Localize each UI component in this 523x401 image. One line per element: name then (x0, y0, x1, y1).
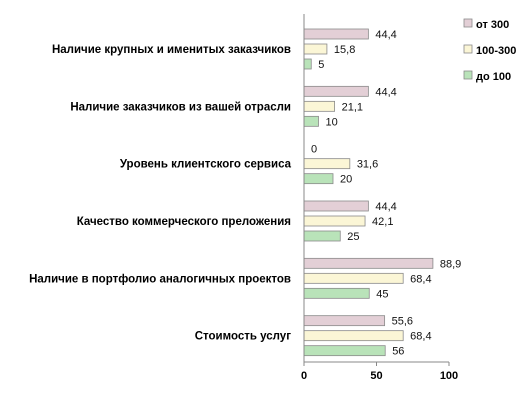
data-label: 44,4 (375, 201, 396, 213)
data-label: 44,4 (375, 86, 396, 98)
bar (303, 230, 341, 242)
bar (303, 215, 366, 227)
axis-layer: 0 50 100 (301, 14, 458, 382)
bar (303, 158, 351, 170)
category-label: Наличие крупных и именитых заказчиков (52, 44, 291, 56)
data-label: 0 (311, 144, 317, 156)
category-label: Качество коммерческого преложения (77, 216, 291, 228)
bar (303, 115, 319, 127)
legend-label: 100-300 (476, 45, 516, 57)
data-label: 55,6 (392, 316, 413, 328)
bar (303, 287, 370, 299)
legend: от 300 100-300 до 100 (463, 18, 516, 83)
bar (303, 28, 369, 40)
data-label: 31,6 (357, 159, 378, 171)
category-label: Уровень клиентского сервиса (120, 159, 292, 171)
category-label: Стоимость услуг (195, 331, 291, 343)
data-label: 68,4 (410, 331, 431, 343)
bar (303, 272, 404, 284)
bar (303, 200, 369, 212)
bar (303, 330, 404, 342)
data-label: 10 (326, 116, 338, 128)
labels-layer: Наличие крупных и именитых заказчиков 44,… (29, 29, 461, 358)
bar (303, 173, 334, 185)
bars-layer (303, 28, 434, 357)
data-label: 42,1 (372, 216, 393, 228)
bar (303, 100, 335, 112)
bar (303, 345, 386, 357)
data-label: 44,4 (375, 29, 396, 41)
bar (303, 43, 328, 55)
bar (303, 85, 369, 97)
bar (303, 315, 386, 327)
x-tick-label: 50 (370, 370, 382, 382)
category-label: Наличие в портфолио аналогичных проектов (29, 273, 291, 285)
x-tick-label: 0 (301, 370, 307, 382)
data-label: 88,9 (440, 258, 461, 270)
legend-swatch (463, 44, 473, 54)
data-label: 68,4 (410, 273, 431, 285)
legend-label: до 100 (476, 71, 511, 83)
x-tick-label: 100 (440, 370, 458, 382)
data-label: 15,8 (334, 44, 355, 56)
data-label: 45 (376, 288, 388, 300)
data-label: 21,1 (342, 101, 363, 113)
bar (303, 58, 312, 70)
legend-label: от 300 (476, 19, 509, 31)
data-label: 20 (340, 174, 352, 186)
legend-swatch (463, 18, 473, 28)
category-label: Наличие заказчиков из вашей отрасли (70, 101, 291, 113)
legend-swatch (463, 70, 473, 80)
data-label: 56 (392, 346, 404, 358)
data-label: 25 (347, 231, 359, 243)
data-label: 5 (318, 59, 324, 71)
bar (303, 257, 434, 269)
